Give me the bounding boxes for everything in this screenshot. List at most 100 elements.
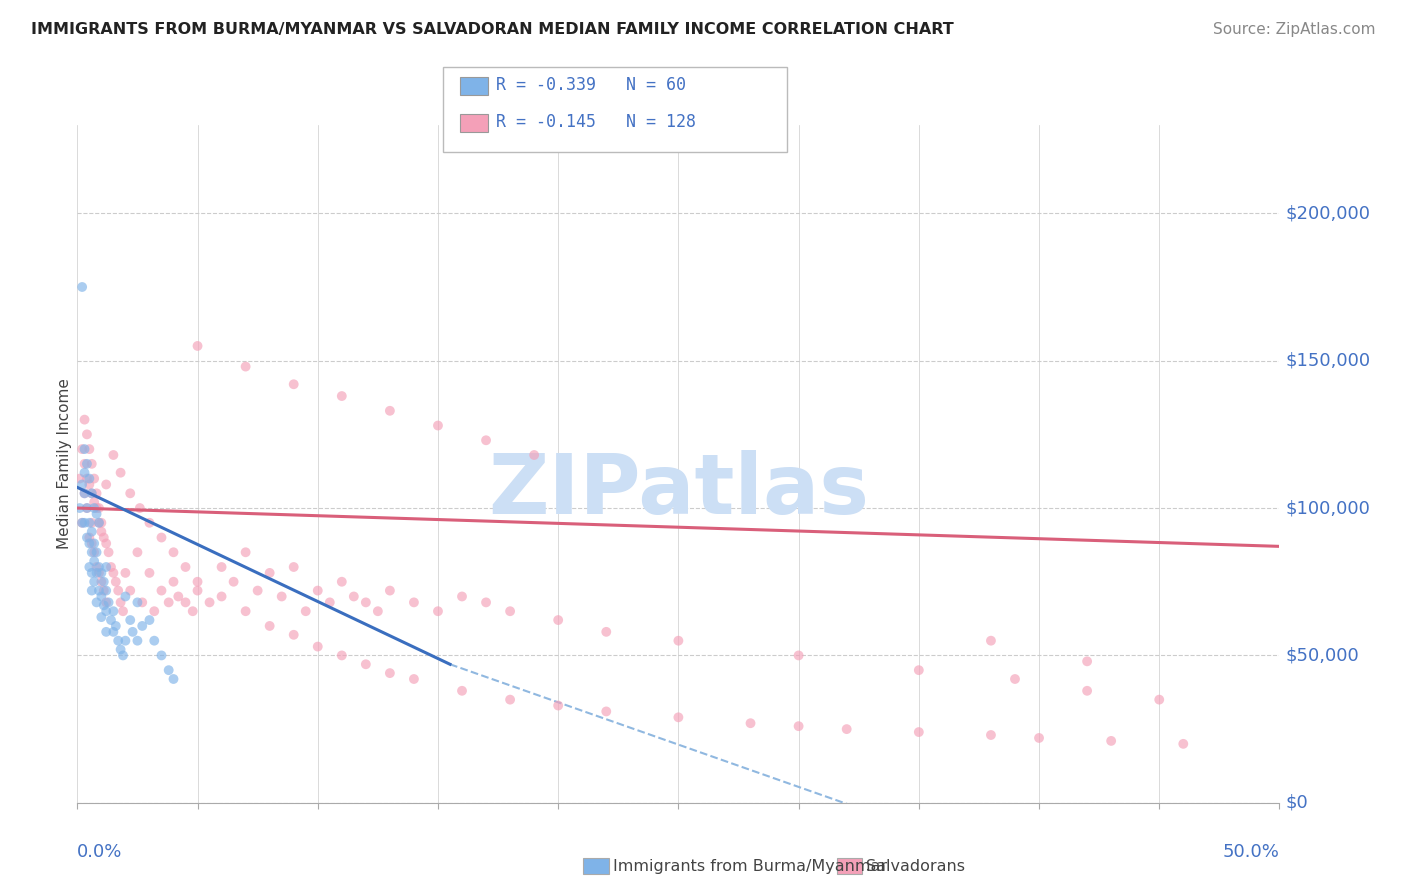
Point — [330, 389, 353, 403]
Point — [1149, 692, 1171, 706]
Point — [80, 486, 103, 500]
Point — [76, 427, 98, 442]
Point — [157, 595, 180, 609]
Text: $0: $0 — [1285, 794, 1308, 812]
Point — [76, 531, 98, 545]
Point — [70, 280, 93, 294]
Point — [70, 516, 93, 530]
Point — [547, 698, 569, 713]
Point — [162, 672, 184, 686]
Point — [235, 545, 257, 559]
Point — [378, 404, 401, 418]
Point — [90, 610, 112, 624]
Point — [427, 418, 450, 433]
Point — [150, 531, 173, 545]
Point — [70, 516, 93, 530]
Point — [138, 566, 160, 580]
Point — [143, 604, 166, 618]
Point — [86, 566, 108, 580]
Point — [499, 692, 522, 706]
Text: 50.0%: 50.0% — [1223, 844, 1279, 862]
Point — [86, 560, 108, 574]
Point — [111, 648, 134, 663]
Point — [787, 719, 810, 733]
Point — [131, 619, 153, 633]
Point — [83, 495, 105, 509]
Point — [294, 604, 316, 618]
Point — [79, 560, 101, 574]
Point — [378, 666, 401, 681]
Point — [186, 339, 209, 353]
Point — [80, 516, 103, 530]
Text: R = -0.145   N = 128: R = -0.145 N = 128 — [496, 113, 696, 131]
Point — [73, 412, 96, 426]
Point — [143, 633, 166, 648]
Text: 0.0%: 0.0% — [77, 844, 122, 862]
Point — [73, 516, 96, 530]
Point — [330, 648, 353, 663]
Point — [174, 595, 197, 609]
Point — [111, 604, 134, 618]
Point — [83, 554, 105, 568]
Point — [70, 477, 93, 491]
Point — [451, 590, 474, 604]
Point — [83, 536, 105, 550]
Point — [83, 501, 105, 516]
Point — [402, 672, 425, 686]
Point — [76, 501, 98, 516]
Point — [110, 595, 132, 609]
Point — [79, 531, 101, 545]
Point — [668, 710, 690, 724]
Point — [96, 560, 118, 574]
Point — [76, 457, 98, 471]
Point — [121, 624, 143, 639]
Point — [93, 531, 115, 545]
Point — [427, 604, 450, 618]
Point — [104, 574, 127, 589]
Point — [167, 590, 190, 604]
Point — [86, 545, 108, 559]
Point — [475, 595, 498, 609]
Point — [79, 536, 101, 550]
Point — [283, 628, 305, 642]
Point — [367, 604, 389, 618]
Point — [138, 516, 160, 530]
Point — [1028, 731, 1050, 745]
Point — [259, 566, 281, 580]
Text: R = -0.339   N = 60: R = -0.339 N = 60 — [496, 76, 686, 94]
Point — [100, 613, 122, 627]
Point — [1173, 737, 1195, 751]
Point — [222, 574, 245, 589]
Point — [787, 648, 810, 663]
Point — [103, 624, 125, 639]
Point — [668, 633, 690, 648]
Point — [162, 574, 184, 589]
Point — [80, 566, 103, 580]
Point — [235, 359, 257, 374]
Point — [86, 507, 108, 521]
Point — [128, 501, 150, 516]
Point — [80, 524, 103, 539]
Point — [120, 613, 142, 627]
Text: $150,000: $150,000 — [1285, 351, 1371, 369]
Point — [127, 633, 149, 648]
Point — [90, 516, 112, 530]
Point — [114, 633, 136, 648]
Y-axis label: Median Family Income: Median Family Income — [56, 378, 72, 549]
Point — [97, 595, 120, 609]
Point — [83, 472, 105, 486]
Point — [211, 590, 233, 604]
Text: Source: ZipAtlas.com: Source: ZipAtlas.com — [1212, 22, 1375, 37]
Point — [80, 457, 103, 471]
Point — [319, 595, 342, 609]
Point — [103, 566, 125, 580]
Point — [97, 545, 120, 559]
Point — [110, 642, 132, 657]
Point — [157, 663, 180, 677]
Point — [79, 472, 101, 486]
Point — [76, 501, 98, 516]
Point — [127, 545, 149, 559]
Point — [181, 604, 204, 618]
Point — [150, 648, 173, 663]
Point — [131, 595, 153, 609]
